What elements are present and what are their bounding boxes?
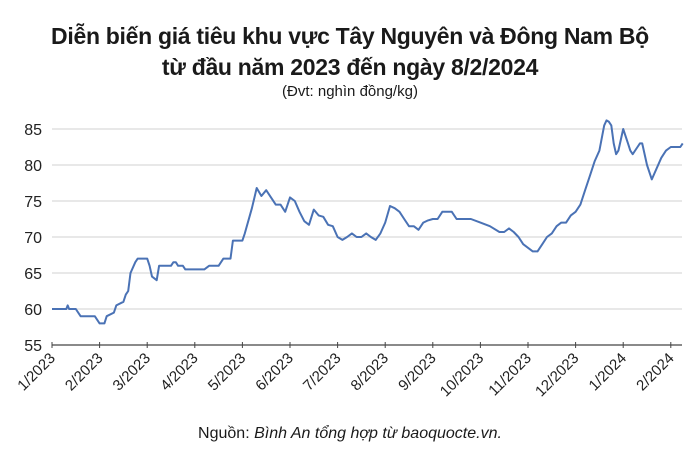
y-tick-label: 85 bbox=[24, 122, 42, 139]
source-note: Nguồn: Bình An tổng hợp từ baoquocte.vn. bbox=[0, 425, 700, 443]
x-tick-label: 8/2023 bbox=[348, 350, 392, 394]
x-tick-label: 12/2023 bbox=[532, 350, 582, 400]
x-tick-label: 2/2024 bbox=[633, 350, 677, 394]
x-axis: 1/2023 2/2023 3/2023 4/2023 5/2023 6/2023 7/20… bbox=[14, 342, 682, 400]
x-tick-label: 7/2023 bbox=[300, 350, 344, 394]
y-tick-label: 65 bbox=[24, 266, 42, 283]
y-tick-label: 60 bbox=[24, 302, 42, 319]
x-tick-label: 6/2023 bbox=[252, 350, 296, 394]
x-tick-label: 3/2023 bbox=[110, 350, 154, 394]
chart-title-line1: Diễn biến giá tiêu khu vực Tây Nguyên và… bbox=[51, 23, 649, 49]
x-tick-label: 5/2023 bbox=[205, 350, 249, 394]
y-tick-label: 80 bbox=[24, 158, 42, 175]
source-text: Bình An tổng hợp từ baoquocte.vn. bbox=[254, 425, 502, 442]
x-tick-label: 1/2024 bbox=[586, 350, 630, 394]
y-tick-label: 55 bbox=[24, 338, 42, 355]
price-line bbox=[52, 119, 684, 325]
source-label: Nguồn: bbox=[198, 425, 255, 442]
y-axis-labels: 55 60 65 70 75 80 85 bbox=[24, 122, 42, 355]
x-tick-label: 10/2023 bbox=[437, 350, 487, 400]
y-tick-label: 75 bbox=[24, 194, 42, 211]
gridlines bbox=[52, 128, 682, 310]
x-tick-label: 1/2023 bbox=[14, 350, 58, 394]
chart-unit-subtitle: (Đvt: nghìn đồng/kg) bbox=[282, 83, 418, 100]
x-tick-label: 9/2023 bbox=[395, 350, 439, 394]
x-tick-label: 4/2023 bbox=[157, 350, 201, 394]
chart-title-line2: từ đầu năm 2023 đến ngày 8/2/2024 bbox=[161, 54, 539, 80]
x-tick-label: 11/2023 bbox=[485, 350, 535, 400]
x-tick-label: 2/2023 bbox=[62, 350, 106, 394]
y-tick-label: 70 bbox=[24, 230, 42, 247]
